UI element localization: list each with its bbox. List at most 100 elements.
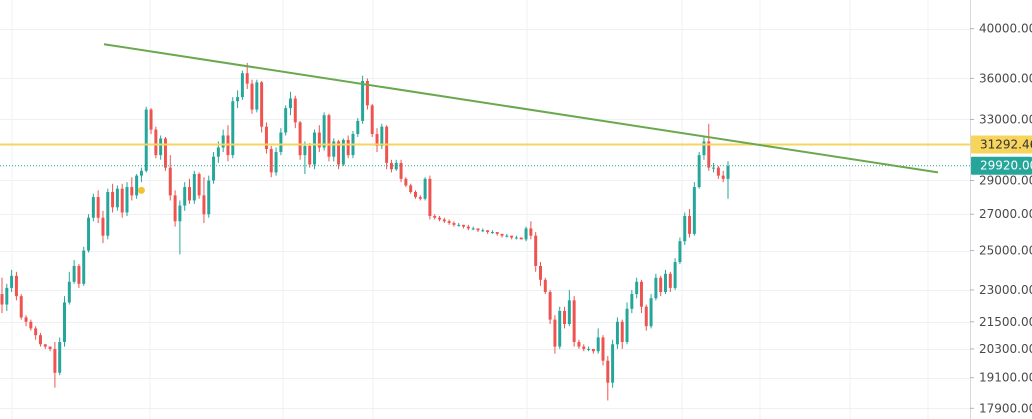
candle-body (380, 126, 384, 146)
candle-body (303, 145, 307, 156)
candle-body (620, 321, 624, 342)
candle-body (298, 122, 302, 156)
candle-body (212, 156, 216, 181)
candle-body (115, 188, 119, 208)
candle-body (216, 147, 220, 157)
y-tick-label: 19100.00 (979, 371, 1032, 385)
candle-body (207, 180, 211, 215)
candle-body (96, 197, 100, 218)
candle-body (173, 195, 177, 222)
candle-body (591, 348, 595, 352)
candle-body (375, 134, 379, 146)
candle-body (664, 273, 667, 293)
trendline (103, 43, 939, 174)
candle-body (370, 105, 374, 135)
candle-body (683, 215, 687, 242)
candle-body (721, 175, 725, 179)
candle-body (572, 300, 576, 342)
candle-body (365, 81, 369, 106)
candle-body (404, 178, 408, 186)
candle-body (702, 141, 706, 156)
y-tick-label: 40000.00 (979, 22, 1032, 36)
y-tick-label: 23000.00 (979, 283, 1032, 297)
candle-body (260, 82, 264, 127)
candle-body (678, 241, 682, 263)
candle-body (245, 73, 249, 84)
candle-body (67, 281, 71, 303)
candle-body (221, 135, 225, 148)
candle-body (255, 82, 259, 110)
candle-body (654, 277, 658, 299)
y-tick-label: 33000.00 (979, 112, 1032, 126)
candle-body (231, 101, 235, 156)
y-tick-label: 36000.00 (979, 71, 1032, 85)
candle-body (726, 166, 730, 179)
candle-body (490, 232, 494, 234)
grid (0, 0, 970, 419)
candle-body (120, 188, 124, 213)
candle-body (524, 228, 528, 240)
price-tag (971, 156, 1032, 175)
price-axis-background (970, 0, 1032, 419)
candle-body (53, 348, 57, 373)
candle-body (553, 319, 557, 347)
candle-body (529, 228, 533, 236)
trendline-layer (103, 43, 939, 174)
candle-body (91, 197, 95, 218)
candle-body (269, 148, 273, 173)
candle-body (111, 192, 115, 208)
candle-body (82, 250, 86, 284)
candle-body (361, 81, 365, 121)
candle-body (697, 155, 701, 188)
candle-body (563, 310, 567, 324)
candle-body (471, 228, 475, 230)
candle-body (250, 83, 254, 110)
y-tick-label: 17900.00 (979, 401, 1032, 415)
candle-body (601, 337, 605, 361)
candle-body (19, 296, 23, 318)
candle-body (500, 233, 504, 236)
candle-body (313, 132, 317, 165)
y-tick-label: 21500.00 (979, 315, 1032, 329)
candle-body (101, 217, 105, 236)
candle-body (688, 215, 692, 234)
candle-body (399, 162, 403, 179)
candle-body (293, 98, 297, 123)
candle-body (596, 337, 600, 352)
price-tag-label: 29920.00 (980, 159, 1032, 173)
candle-body (192, 174, 196, 201)
candle-body (106, 192, 110, 236)
candle-body (548, 292, 552, 320)
marker-dot (137, 186, 145, 194)
candle-body (279, 132, 283, 153)
candle-body (476, 228, 480, 231)
candle-body (139, 170, 143, 176)
candle-body (154, 129, 158, 156)
candle-body (495, 232, 499, 234)
candle-body (635, 281, 639, 295)
candle-body (341, 139, 345, 165)
candle-body (428, 178, 432, 216)
candle-body (58, 341, 62, 373)
candle-body (178, 205, 182, 222)
candle-body (630, 294, 634, 309)
candle-body (413, 192, 417, 198)
candle-body (34, 328, 38, 336)
candle-body (389, 162, 393, 170)
candle-body (668, 273, 672, 288)
candle-body (505, 235, 509, 237)
candle-body (356, 120, 360, 135)
candle-body (202, 195, 206, 215)
price-axis[interactable]: 40000.00 36000.00 33000.00 29000.00 27000.00… (970, 0, 1032, 419)
candle-body (135, 175, 139, 196)
candle-body (625, 308, 629, 342)
candle-body (24, 317, 28, 322)
candle-body (43, 344, 47, 347)
candle-body (10, 275, 14, 288)
candle-body (587, 348, 591, 350)
candle-body (644, 306, 648, 327)
candle-body (457, 224, 461, 226)
y-tick-label: 27000.00 (979, 207, 1032, 221)
